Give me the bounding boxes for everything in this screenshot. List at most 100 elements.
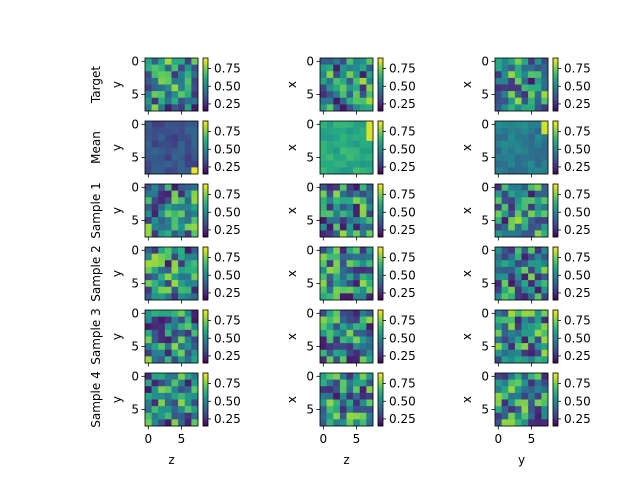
- colorbar-segment: [378, 163, 383, 166]
- heatmap-cell: [339, 190, 347, 198]
- heatmap-cell: [495, 373, 502, 380]
- heatmap-cell: [534, 406, 542, 414]
- colorbar-segment: [378, 134, 383, 136]
- heatmap-cell: [501, 336, 509, 344]
- heatmap-cell: [346, 406, 354, 414]
- heatmap-cell: [164, 167, 172, 175]
- colorbar-segment: [553, 349, 558, 352]
- colorbar-segment: [553, 257, 558, 260]
- heatmap-cell: [346, 77, 354, 85]
- colorbar-segment: [203, 79, 208, 81]
- colorbar-segment: [553, 266, 558, 269]
- heatmap-cell: [171, 167, 179, 175]
- colorbar-segment: [553, 134, 558, 136]
- heatmap-cell: [326, 253, 334, 261]
- heatmap-cell: [164, 412, 172, 420]
- colorbar-frame: [552, 120, 559, 175]
- colorbar-segment: [378, 319, 383, 321]
- axes-frame: [494, 372, 549, 427]
- heatmap-cell: [541, 134, 549, 142]
- heatmap-cell: [326, 134, 334, 142]
- heatmap-cell: [326, 154, 334, 162]
- colorbar-segment: [378, 289, 383, 292]
- heatmap-cell: [326, 127, 334, 135]
- colorbar-segment: [553, 139, 558, 142]
- colorbar-segment: [553, 81, 558, 84]
- heatmap-cell: [514, 210, 522, 218]
- heatmap-cell: [333, 336, 341, 344]
- heatmap-cell: [359, 373, 367, 380]
- heatmap-cell: [534, 379, 542, 387]
- heatmap-cell: [501, 230, 509, 238]
- heatmap-cell: [184, 184, 192, 191]
- heatmap-cell: [541, 190, 549, 198]
- heatmap-cell: [178, 336, 186, 344]
- heatmap-cell: [495, 134, 502, 142]
- colorbar-segment: [378, 158, 383, 160]
- heatmap-cell: [359, 329, 367, 337]
- heatmap-cell: [158, 253, 166, 261]
- heatmap-cell: [171, 223, 179, 231]
- heatmap-cell: [501, 343, 509, 351]
- heatmap-cell: [339, 379, 347, 387]
- y-axis-label: y: [110, 333, 124, 340]
- heatmap-cell: [501, 147, 509, 155]
- colorbar-segment: [553, 219, 558, 222]
- heatmap-cell: [346, 210, 354, 218]
- heatmap-cell: [346, 64, 354, 72]
- colorbar-segment: [553, 131, 558, 134]
- heatmap-cell: [326, 286, 334, 294]
- heatmap-cell: [353, 210, 361, 218]
- colorbar-segment: [378, 265, 383, 268]
- heatmap-cell: [320, 104, 327, 112]
- colorbar-segment: [553, 167, 558, 170]
- heatmap-cell: [359, 217, 367, 225]
- axes-frame: [494, 57, 549, 112]
- heatmap-cell: [534, 286, 542, 294]
- colorbar-segment: [553, 93, 558, 96]
- heatmap-cell: [534, 323, 542, 331]
- heatmap-cell: [353, 147, 361, 155]
- colorbar-segment: [378, 83, 383, 85]
- colorbar-segment: [378, 272, 383, 274]
- heatmap-cell: [366, 160, 374, 168]
- heatmap-cell: [495, 223, 502, 231]
- heatmap-cell: [191, 167, 199, 175]
- heatmap-cell: [508, 293, 516, 301]
- colorbar-segment: [378, 411, 383, 414]
- heatmap-cell: [158, 97, 166, 105]
- heatmap-cell: [528, 316, 536, 324]
- heatmap-cell: [534, 160, 542, 168]
- colorbar-frame: [552, 372, 559, 427]
- heatmap-cell: [366, 310, 374, 317]
- colorbar-segment: [553, 92, 558, 95]
- colorbar-segment: [553, 234, 558, 236]
- colorbar-segment: [378, 248, 383, 250]
- heatmap-cell: [151, 323, 159, 331]
- colorbar-segment: [553, 254, 558, 257]
- heatmap-cell: [320, 316, 327, 324]
- colorbar-segment: [378, 226, 383, 229]
- heatmap-cell: [171, 140, 179, 148]
- colorbar-segment: [553, 109, 558, 112]
- colorbar-segment: [553, 277, 558, 280]
- colorbar-segment: [553, 121, 558, 123]
- colorbar-segment: [203, 355, 208, 357]
- colorbar-segment: [378, 396, 383, 399]
- heatmap-cell: [495, 127, 502, 135]
- heatmap-cell: [184, 167, 192, 175]
- colorbar-segment: [553, 59, 558, 61]
- heatmap-cell: [184, 104, 192, 112]
- colorbar-segment: [553, 108, 558, 110]
- heatmap-cell: [145, 412, 152, 420]
- heatmap-cell: [151, 266, 159, 274]
- heatmap-cell: [184, 406, 192, 414]
- heatmap-cell: [164, 329, 172, 337]
- colorbar-segment: [378, 219, 383, 222]
- y-tick-label: 5: [481, 339, 489, 353]
- y-tick-label: 0: [481, 369, 489, 383]
- colorbar-segment: [378, 234, 383, 236]
- heatmap-cell: [521, 217, 529, 225]
- colorbar-segment: [203, 340, 208, 343]
